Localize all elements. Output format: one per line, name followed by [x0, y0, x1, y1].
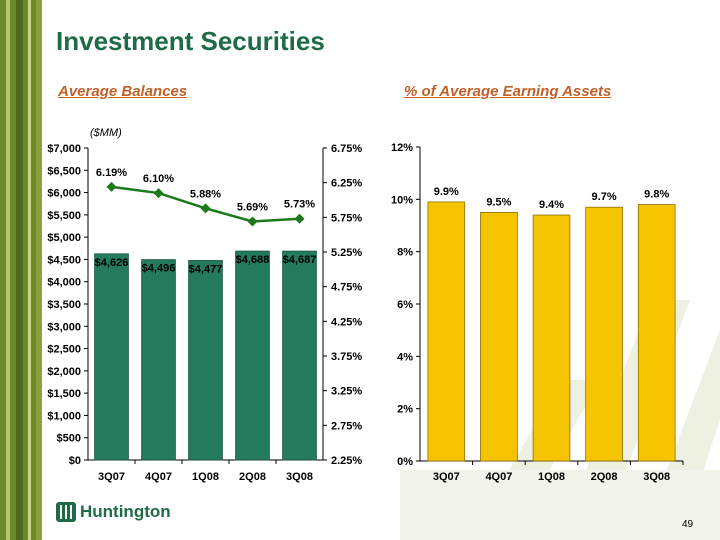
right-chart-subtitle: % of Average Earning Assets	[404, 83, 612, 100]
line-point	[153, 188, 164, 199]
y-tick-label: $1,500	[47, 388, 81, 400]
bar	[141, 259, 176, 461]
x-tick-label: 2Q08	[239, 471, 266, 483]
y2-tick-label: 5.75%	[331, 212, 362, 224]
y-tick-label: $3,000	[47, 321, 81, 333]
y-tick-label: 10%	[391, 194, 413, 206]
bar-value-label: $4,688	[236, 254, 270, 266]
bar-value-label: 9.9%	[434, 186, 459, 198]
sidebar-decoration	[0, 0, 42, 540]
y-tick-label: $7,000	[47, 143, 81, 155]
y-tick-label: $500	[57, 433, 81, 445]
y-tick-label: 2%	[397, 404, 413, 416]
bar-value-label: 9.5%	[486, 196, 511, 208]
y-tick-label: $4,000	[47, 277, 81, 289]
page-number: 49	[682, 519, 694, 530]
y-tick-label: $5,000	[47, 232, 81, 244]
y2-tick-label: 2.25%	[331, 455, 362, 467]
x-tick-label: 1Q08	[538, 471, 565, 483]
y2-tick-label: 4.25%	[331, 316, 362, 328]
y2-tick-label: 6.75%	[331, 143, 362, 155]
y-tick-label: $6,500	[47, 165, 81, 177]
y-tick-label: $2,000	[47, 366, 81, 378]
y2-tick-label: 3.75%	[331, 351, 362, 363]
y-tick-label: $3,500	[47, 299, 81, 311]
y2-tick-label: 5.25%	[331, 247, 362, 259]
line-value-label: 5.88%	[190, 188, 221, 200]
page-title: Investment Securities	[56, 26, 325, 56]
left-chart-subtitle: Average Balances	[58, 83, 188, 100]
line-point	[247, 216, 258, 227]
x-tick-label: 3Q07	[98, 471, 125, 483]
y2-tick-label: 4.75%	[331, 282, 362, 294]
bar	[480, 212, 518, 462]
bar-value-label: 9.8%	[644, 189, 669, 201]
y-tick-label: 8%	[397, 247, 413, 259]
y-tick-label: 12%	[391, 142, 413, 154]
bar-value-label: $4,626	[95, 257, 129, 269]
y-tick-label: 6%	[397, 299, 413, 311]
x-tick-label: 2Q08	[591, 471, 618, 483]
line-point	[294, 213, 305, 224]
bar	[637, 204, 676, 462]
bar	[585, 206, 623, 462]
bar-value-label: $4,687	[283, 254, 317, 266]
y2-tick-label: 3.25%	[331, 386, 362, 398]
x-tick-label: 3Q08	[286, 471, 313, 483]
logo-text: Huntington	[80, 502, 171, 521]
y2-tick-label: 2.75%	[331, 420, 362, 432]
unit-label: ($MM)	[90, 127, 122, 139]
line-value-label: 6.10%	[143, 173, 174, 185]
y-tick-label: $5,500	[47, 210, 81, 222]
bar	[282, 250, 317, 461]
y-tick-label: $1,000	[47, 410, 81, 422]
y-tick-label: $0	[69, 455, 81, 467]
line-value-label: 6.19%	[96, 167, 127, 179]
y-tick-label: 4%	[397, 351, 413, 363]
line-point	[200, 203, 211, 214]
bar	[235, 250, 270, 461]
bar	[94, 253, 129, 461]
huntington-logo-icon	[56, 502, 76, 522]
x-tick-label: 4Q07	[145, 471, 172, 483]
bar	[188, 260, 223, 461]
bar-value-label: 9.4%	[539, 199, 564, 211]
huntington-logo: Huntington	[56, 502, 171, 522]
bar-value-label: $4,477	[189, 263, 223, 275]
x-tick-label: 3Q07	[433, 471, 460, 483]
bar-value-label: $4,496	[142, 263, 176, 275]
bar-value-label: 9.7%	[592, 191, 617, 203]
x-tick-label: 3Q08	[643, 471, 670, 483]
y-tick-label: $2,500	[47, 344, 81, 356]
line-value-label: 5.69%	[237, 201, 268, 213]
y-tick-label: 0%	[397, 456, 413, 468]
x-tick-label: 4Q07	[485, 471, 512, 483]
y-tick-label: $6,000	[47, 188, 81, 200]
y2-tick-label: 6.25%	[331, 178, 362, 190]
line-point	[106, 181, 117, 192]
bar	[532, 214, 571, 462]
y-tick-label: $4,500	[47, 254, 81, 266]
x-tick-label: 1Q08	[192, 471, 219, 483]
bar	[427, 201, 466, 462]
line-value-label: 5.73%	[284, 199, 315, 211]
